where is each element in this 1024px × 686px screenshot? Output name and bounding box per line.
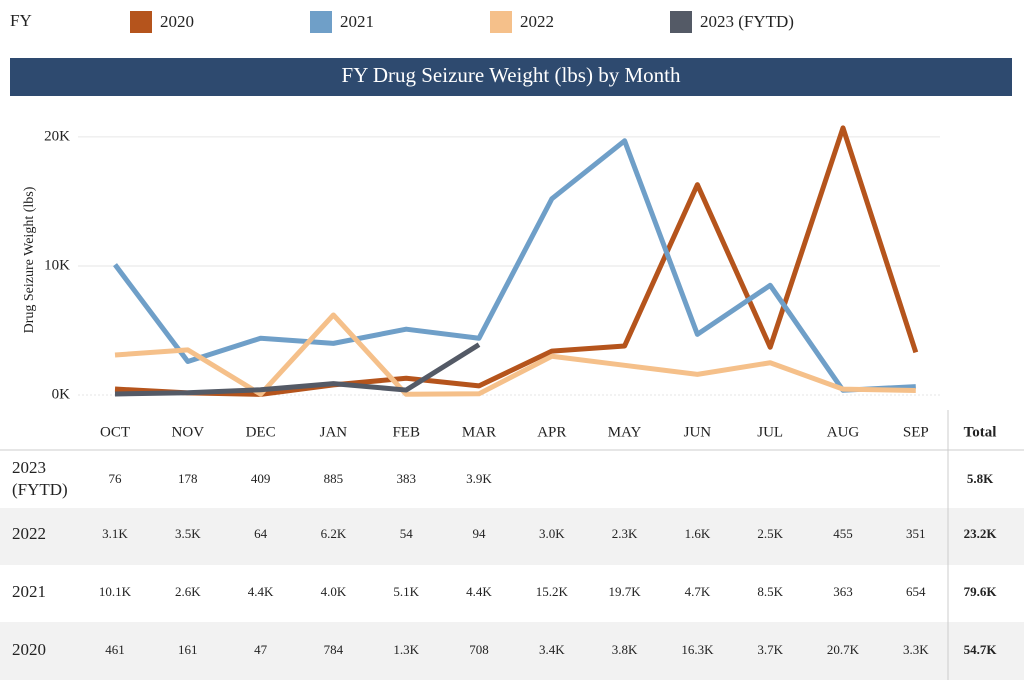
row-label: 2023 (FYTD) <box>12 458 68 499</box>
row-total: 23.2K <box>964 526 998 541</box>
cell-value: 20.7K <box>827 642 860 657</box>
legend-title: FY <box>10 11 32 30</box>
cell-value: 178 <box>178 471 198 486</box>
cell-value: 54 <box>400 526 414 541</box>
cell-value: 3.1K <box>102 526 128 541</box>
x-tick-label: AUG <box>827 424 860 440</box>
cell-value: 64 <box>254 526 268 541</box>
cell-value: 3.4K <box>539 642 565 657</box>
y-tick-label: 0K <box>52 386 71 402</box>
cell-value: 8.5K <box>757 584 783 599</box>
cell-value: 363 <box>833 584 853 599</box>
cell-value: 15.2K <box>536 584 569 599</box>
cell-value: 10.1K <box>99 584 132 599</box>
legend-label: 2022 <box>520 12 554 31</box>
cell-value: 4.4K <box>248 584 274 599</box>
cell-value: 409 <box>251 471 271 486</box>
cell-value: 455 <box>833 526 853 541</box>
cell-value: 4.7K <box>685 584 711 599</box>
cell-value: 4.4K <box>466 584 492 599</box>
x-tick-label: NOV <box>172 424 205 440</box>
x-tick-label: FEB <box>392 424 420 440</box>
cell-value: 1.3K <box>393 642 419 657</box>
cell-value: 383 <box>396 471 416 486</box>
legend-label: 2021 <box>340 12 374 31</box>
row-label: 2020 <box>12 640 46 659</box>
x-tick-label: OCT <box>100 424 130 440</box>
cell-value: 885 <box>324 471 344 486</box>
cell-value: 4.0K <box>321 584 347 599</box>
cell-value: 1.6K <box>685 526 711 541</box>
y-tick-label: 10K <box>44 257 70 273</box>
cell-value: 5.1K <box>393 584 419 599</box>
legend-swatch <box>310 11 332 33</box>
cell-value: 2.3K <box>612 526 638 541</box>
cell-value: 2.6K <box>175 584 201 599</box>
x-tick-label: DEC <box>246 424 276 440</box>
legend-label: 2023 (FYTD) <box>700 12 794 31</box>
cell-value: 47 <box>254 642 268 657</box>
legend-swatch <box>670 11 692 33</box>
row-band <box>0 508 1024 565</box>
series-line <box>114 125 919 397</box>
legend-label: 2020 <box>160 12 194 31</box>
title-bar <box>10 58 1012 96</box>
series-line <box>113 138 916 393</box>
row-label: 2022 <box>12 524 46 543</box>
x-tick-label: SEP <box>903 424 929 440</box>
legend-swatch <box>130 11 152 33</box>
cell-value: 3.0K <box>539 526 565 541</box>
cell-value: 2.5K <box>757 526 783 541</box>
x-tick-label: MAY <box>608 424 642 440</box>
x-tick-label: MAR <box>462 424 496 440</box>
cell-value: 708 <box>469 642 489 657</box>
cell-value: 461 <box>105 642 125 657</box>
chart-title: FY Drug Seizure Weight (lbs) by Month <box>342 63 681 87</box>
cell-value: 161 <box>178 642 198 657</box>
x-tick-label: JUL <box>757 424 783 440</box>
x-tick-label: APR <box>537 424 566 440</box>
row-total: 79.6K <box>964 584 998 599</box>
cell-value: 94 <box>473 526 487 541</box>
series-line <box>114 342 481 397</box>
cell-value: 3.5K <box>175 526 201 541</box>
cell-value: 19.7K <box>609 584 642 599</box>
x-tick-label: JAN <box>320 424 348 440</box>
cell-value: 76 <box>109 471 123 486</box>
total-header: Total <box>964 424 997 440</box>
cell-value: 6.2K <box>321 526 347 541</box>
cell-value: 3.9K <box>466 471 492 486</box>
y-tick-label: 20K <box>44 128 70 144</box>
cell-value: 3.7K <box>757 642 783 657</box>
legend-swatch <box>490 11 512 33</box>
cell-value: 351 <box>906 526 926 541</box>
cell-value: 784 <box>324 642 344 657</box>
cell-value: 3.8K <box>612 642 638 657</box>
row-total: 5.8K <box>967 471 994 486</box>
cell-value: 3.3K <box>903 642 929 657</box>
row-total: 54.7K <box>964 642 998 657</box>
series-line <box>114 312 916 397</box>
row-label: 2021 <box>12 582 46 601</box>
y-axis-label: Drug Seizure Weight (lbs) <box>22 186 37 333</box>
x-tick-label: JUN <box>684 424 712 440</box>
cell-value: 654 <box>906 584 926 599</box>
cell-value: 16.3K <box>681 642 714 657</box>
row-band <box>0 622 1024 680</box>
